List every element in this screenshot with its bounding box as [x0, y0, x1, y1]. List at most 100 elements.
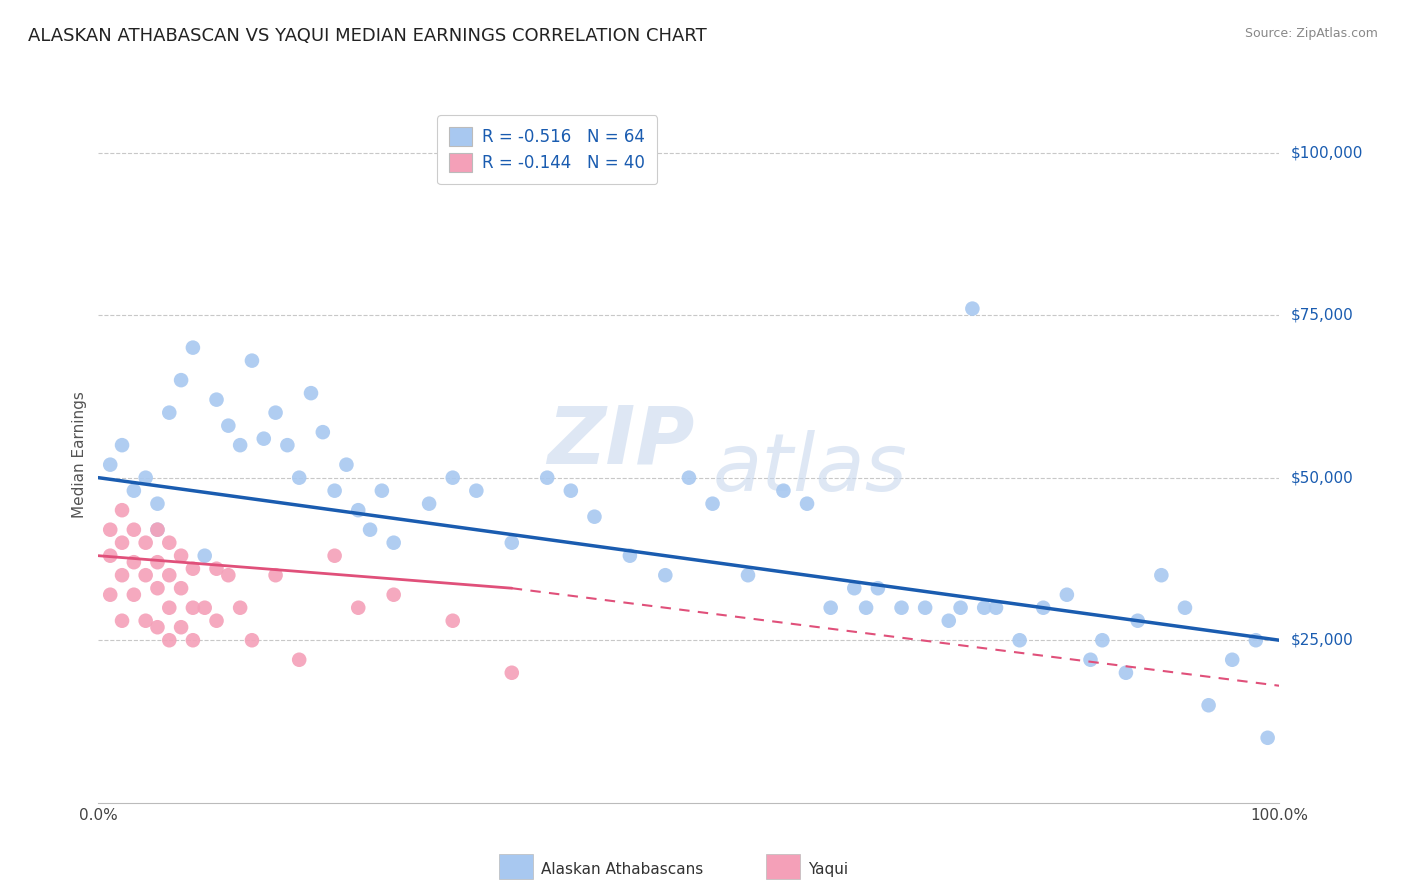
Point [288, 471, 311, 485]
Text: Alaskan Athabascans: Alaskan Athabascans [541, 863, 703, 877]
Point [229, 438, 252, 452]
Point [560, 483, 582, 498]
Point [205, 392, 228, 407]
Point [371, 483, 394, 498]
Point [299, 386, 322, 401]
Point [312, 425, 335, 439]
Point [844, 581, 866, 595]
Point [264, 406, 287, 420]
Point [382, 588, 405, 602]
Point [98, 458, 121, 472]
Point [288, 653, 311, 667]
Point [1174, 600, 1197, 615]
Point [1056, 588, 1078, 602]
Point [335, 458, 357, 472]
Point [359, 523, 381, 537]
Point [1032, 600, 1054, 615]
Point [855, 600, 877, 615]
Point [135, 535, 157, 549]
Point [135, 471, 157, 485]
Y-axis label: Median Earnings: Median Earnings [72, 392, 87, 518]
Text: $50,000: $50,000 [1291, 470, 1354, 485]
Point [111, 535, 134, 549]
Point [98, 588, 121, 602]
Point [157, 535, 180, 549]
Point [962, 301, 984, 316]
Point [229, 600, 252, 615]
Point [157, 568, 180, 582]
Point [264, 568, 287, 582]
Point [984, 600, 1007, 615]
Point [122, 483, 145, 498]
Point [240, 353, 263, 368]
Text: atlas: atlas [713, 430, 907, 508]
Point [111, 614, 134, 628]
Point [796, 497, 818, 511]
Point [253, 432, 276, 446]
Point [122, 555, 145, 569]
Point [1008, 633, 1031, 648]
Point [122, 588, 145, 602]
Point [146, 523, 169, 537]
Point [181, 341, 204, 355]
Point [772, 483, 794, 498]
Point [157, 633, 180, 648]
Point [583, 509, 606, 524]
Point [98, 549, 121, 563]
Point [949, 600, 972, 615]
Point [441, 614, 464, 628]
Point [240, 633, 263, 648]
Point [347, 503, 370, 517]
Point [938, 614, 960, 628]
Point [276, 438, 298, 452]
Text: Yaqui: Yaqui [808, 863, 849, 877]
Point [170, 581, 193, 595]
Point [146, 581, 169, 595]
Point [135, 614, 157, 628]
Point [146, 555, 169, 569]
Point [98, 523, 121, 537]
Point [157, 406, 180, 420]
Point [170, 620, 193, 634]
Point [135, 568, 157, 582]
Point [1126, 614, 1149, 628]
Point [170, 373, 193, 387]
Point [1080, 653, 1102, 667]
Point [1115, 665, 1137, 680]
Point [217, 568, 239, 582]
Point [914, 600, 936, 615]
Point [323, 483, 346, 498]
Point [194, 549, 217, 563]
Text: ALASKAN ATHABASCAN VS YAQUI MEDIAN EARNINGS CORRELATION CHART: ALASKAN ATHABASCAN VS YAQUI MEDIAN EARNI… [28, 27, 707, 45]
Point [181, 562, 204, 576]
Point [702, 497, 724, 511]
Point [501, 665, 523, 680]
Point [1091, 633, 1114, 648]
Point [382, 535, 405, 549]
Text: ZIP: ZIP [547, 402, 695, 480]
Point [619, 549, 641, 563]
Point [678, 471, 700, 485]
Point [181, 600, 204, 615]
Point [217, 418, 239, 433]
Text: $75,000: $75,000 [1291, 308, 1354, 323]
Point [205, 562, 228, 576]
Point [111, 438, 134, 452]
Text: $25,000: $25,000 [1291, 632, 1354, 648]
Point [122, 523, 145, 537]
Point [1257, 731, 1279, 745]
Point [501, 535, 523, 549]
Point [1220, 653, 1243, 667]
Point [111, 503, 134, 517]
Point [441, 471, 464, 485]
Point [737, 568, 759, 582]
Point [146, 497, 169, 511]
Point [323, 549, 346, 563]
Point [111, 568, 134, 582]
Text: $100,000: $100,000 [1291, 145, 1362, 160]
Point [418, 497, 440, 511]
Point [465, 483, 488, 498]
Point [536, 471, 558, 485]
Point [1198, 698, 1220, 713]
Point [347, 600, 370, 615]
